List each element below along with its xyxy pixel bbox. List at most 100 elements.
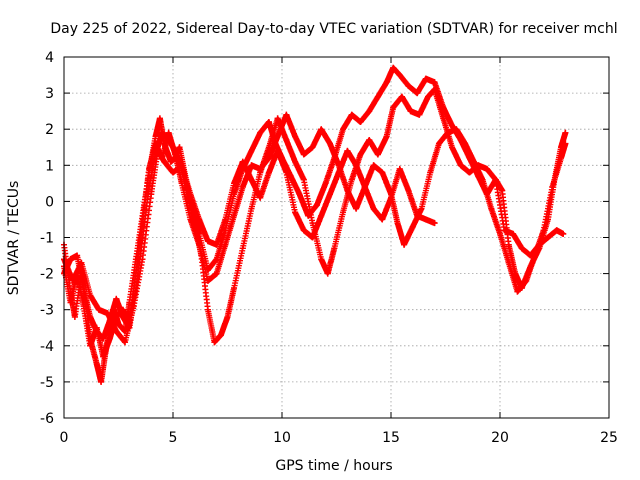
data-point (514, 288, 521, 295)
data-point (398, 93, 405, 100)
data-point (309, 144, 316, 151)
data-point (344, 147, 351, 154)
data-point (71, 313, 78, 320)
data-point (106, 335, 113, 342)
data-point (374, 151, 381, 158)
data-point (401, 241, 408, 248)
data-point (196, 216, 203, 223)
data-point (122, 339, 129, 346)
data-point (146, 165, 153, 172)
data-point (422, 75, 429, 82)
data-point (67, 299, 74, 306)
data-point (383, 133, 390, 140)
x-tick-label: 25 (600, 430, 618, 446)
data-point (178, 180, 185, 187)
data-point (211, 339, 218, 346)
data-point (148, 191, 155, 198)
y-tick-label: -2 (40, 267, 54, 283)
data-point (87, 342, 94, 349)
data-point (357, 118, 364, 125)
data-point (239, 183, 246, 190)
data-point (98, 378, 105, 385)
data-series (61, 64, 569, 385)
x-tick-label: 5 (169, 430, 178, 446)
data-point (431, 220, 438, 227)
data-point (213, 241, 220, 248)
data-point (370, 205, 377, 212)
data-point (152, 140, 159, 147)
data-point (544, 234, 551, 241)
data-point (161, 158, 168, 165)
data-point (425, 93, 432, 100)
data-point (231, 285, 238, 292)
x-tick-label: 0 (60, 430, 69, 446)
data-point (296, 191, 303, 198)
data-point (501, 227, 508, 234)
data-point (213, 270, 220, 277)
data-point (374, 93, 381, 100)
data-point (239, 245, 246, 252)
data-point (204, 238, 211, 245)
data-point (130, 303, 137, 310)
data-point (113, 295, 120, 302)
x-axis-label: GPS time / hours (275, 458, 392, 474)
data-point (318, 126, 325, 133)
data-point (366, 137, 373, 144)
data-point (427, 169, 434, 176)
data-point (93, 360, 100, 367)
data-point (222, 241, 229, 248)
data-point (488, 205, 495, 212)
data-point (396, 165, 403, 172)
data-point (167, 158, 174, 165)
data-point (470, 158, 477, 165)
data-point (453, 126, 460, 133)
data-point (300, 227, 307, 234)
data-point (361, 183, 368, 190)
data-point (287, 173, 294, 180)
y-tick-label: 1 (45, 158, 54, 174)
data-point (80, 303, 87, 310)
y-tick-label: -4 (40, 339, 54, 355)
data-point (156, 115, 163, 122)
data-point (217, 331, 224, 338)
data-point (523, 277, 530, 284)
data-point (300, 151, 307, 158)
data-point (87, 292, 94, 299)
x-tick-label: 15 (382, 430, 400, 446)
data-point (300, 176, 307, 183)
data-point (348, 176, 355, 183)
y-tick-label: -6 (40, 411, 54, 427)
data-point (265, 118, 272, 125)
data-point (100, 353, 107, 360)
data-point (204, 277, 211, 284)
data-point (326, 140, 333, 147)
data-point (93, 324, 100, 331)
data-point (274, 115, 281, 122)
data-point (409, 223, 416, 230)
data-point (78, 259, 85, 266)
data-point (431, 86, 438, 93)
data-point (407, 108, 414, 115)
data-point (231, 212, 238, 219)
data-point (187, 191, 194, 198)
data-point (113, 328, 120, 335)
data-point (457, 162, 464, 169)
x-tick-label: 10 (273, 430, 291, 446)
y-tick-label: 4 (45, 50, 54, 66)
data-point (331, 245, 338, 252)
data-point (353, 162, 360, 169)
data-point (505, 259, 512, 266)
data-point (540, 227, 547, 234)
data-point (553, 227, 560, 234)
data-point (518, 245, 525, 252)
data-point (483, 165, 490, 172)
data-point (239, 158, 246, 165)
data-point (357, 151, 364, 158)
data-point (159, 129, 166, 136)
data-point (326, 191, 333, 198)
data-point (383, 79, 390, 86)
data-point (172, 151, 179, 158)
data-point (265, 155, 272, 162)
data-point (324, 270, 331, 277)
data-point (390, 104, 397, 111)
